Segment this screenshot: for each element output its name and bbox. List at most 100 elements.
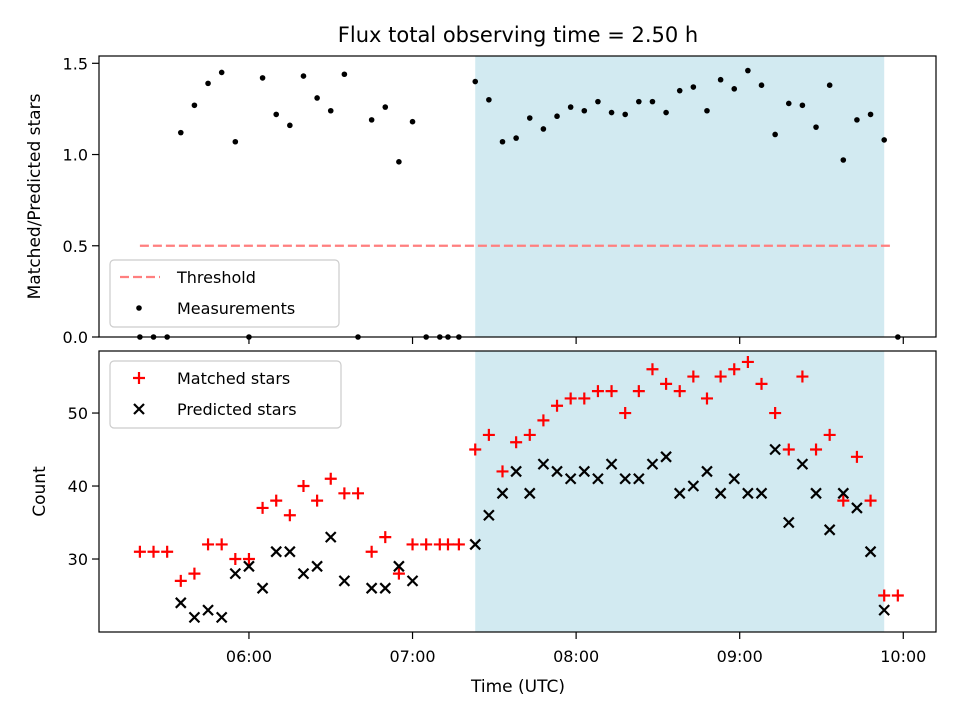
matched-star-point [441, 538, 454, 551]
matched-star-point [510, 436, 523, 449]
matched-star-point [578, 392, 591, 405]
matched-star-point [215, 538, 228, 551]
measurement-point [676, 87, 683, 94]
predicted-star-point [701, 465, 713, 478]
matched-star-point [324, 472, 337, 485]
legend-label: Measurements [177, 299, 295, 318]
matched-star-point [537, 414, 550, 427]
predicted-star-point [742, 487, 754, 500]
matched-star-point [769, 407, 782, 420]
predicted-star-point [406, 575, 419, 587]
predicted-star-point [393, 560, 405, 573]
matched-star-point [878, 589, 891, 602]
measurement-point [314, 95, 320, 101]
y-tick-label: 40 [68, 477, 88, 496]
matched-star-point [147, 545, 160, 558]
matched-star-point [469, 443, 482, 456]
predicted-star-point [324, 531, 337, 543]
matched-star-point [202, 538, 215, 551]
predicted-star-point [755, 487, 768, 500]
measurement-point [232, 138, 239, 145]
predicted-star-point [551, 465, 563, 478]
matched-star-point [270, 494, 283, 507]
matched-star-point [338, 487, 351, 500]
matched-star-point [646, 363, 659, 376]
predicted-star-point [837, 487, 850, 500]
legend-box [109, 259, 340, 328]
measurement-point [327, 107, 334, 114]
predicted-star-point [864, 545, 877, 558]
x-tick-label: 10:00 [880, 647, 926, 666]
matched-star-point [297, 480, 310, 493]
matched-star-point [133, 545, 146, 558]
y-tick-label: 30 [68, 550, 88, 569]
matched-star-point [850, 450, 863, 463]
y-axis-label: Matched/Predicted stars [25, 93, 45, 299]
matched-star-point [365, 545, 378, 558]
matched-star-point [420, 538, 433, 551]
matched-star-point [392, 567, 405, 580]
legend: Threshold Measurements [109, 259, 340, 328]
measurement-point [368, 117, 375, 123]
matched-star-point [551, 399, 564, 412]
matched-star-point [687, 370, 700, 383]
measurement-point [472, 78, 479, 85]
chart-title: Flux total observing time = 2.50 h [338, 23, 698, 47]
matched-star-point [660, 377, 673, 390]
predicted-star-point [379, 582, 392, 594]
matched-star-point [352, 487, 365, 500]
matched-star-point [379, 531, 392, 544]
measurement-point [259, 75, 266, 81]
predicted-star-point [537, 458, 550, 470]
measurement-point [636, 98, 642, 105]
predicted-star-point [202, 604, 214, 616]
matched-star-point [229, 553, 242, 566]
measurement-point [785, 100, 792, 107]
matched-star-point [591, 385, 604, 398]
predicted-star-point [810, 487, 822, 500]
measurement-point [758, 82, 765, 88]
matched-star-point [452, 538, 465, 551]
predicted-star-point [188, 611, 201, 624]
y-tick-label: 1.0 [63, 146, 88, 165]
matched-star-point [482, 428, 495, 441]
predicted-star-point [619, 472, 631, 485]
predicted-star-point [338, 575, 351, 587]
legend-label: Threshold [176, 268, 256, 287]
matched-star-point [174, 574, 187, 587]
x-tick-label: 07:00 [389, 647, 435, 666]
ratio-panel: 0.0 0.5 1.0 1.5 Matched/Predicted stars Thres… [25, 54, 937, 347]
x-tick-label: 09:00 [717, 647, 763, 666]
matched-star-point [406, 538, 419, 551]
measurement-point [396, 159, 402, 165]
predicted-star-point [769, 443, 781, 456]
legend-matched-swatch [133, 372, 145, 384]
matched-star-point [632, 385, 645, 398]
y-tick-label: 1.5 [63, 54, 88, 73]
measurement-point [499, 138, 506, 145]
matched-star-point [619, 407, 632, 420]
predicted-star-point [469, 538, 482, 551]
predicted-star-point [851, 502, 863, 514]
measurement-point [813, 124, 819, 130]
predicted-star-point [823, 524, 836, 536]
measurement-point [854, 117, 860, 123]
matched-star-point [161, 545, 174, 558]
measurement-point [567, 104, 574, 110]
measurement-point [731, 86, 738, 92]
measurement-point [341, 71, 348, 78]
measurement-point [191, 102, 198, 109]
measurement-point [745, 67, 751, 74]
matched-star-point [283, 509, 296, 522]
legend-box [109, 360, 342, 429]
predicted-star-point [646, 458, 659, 470]
measurement-point [622, 111, 628, 118]
predicted-star-point [578, 465, 591, 478]
measurement-point [799, 102, 806, 109]
predicted-star-point [229, 567, 242, 580]
y-tick-label: 50 [68, 404, 88, 423]
predicted-star-point [564, 472, 577, 485]
predicted-star-point [365, 582, 378, 594]
shaded-interval [475, 351, 885, 632]
